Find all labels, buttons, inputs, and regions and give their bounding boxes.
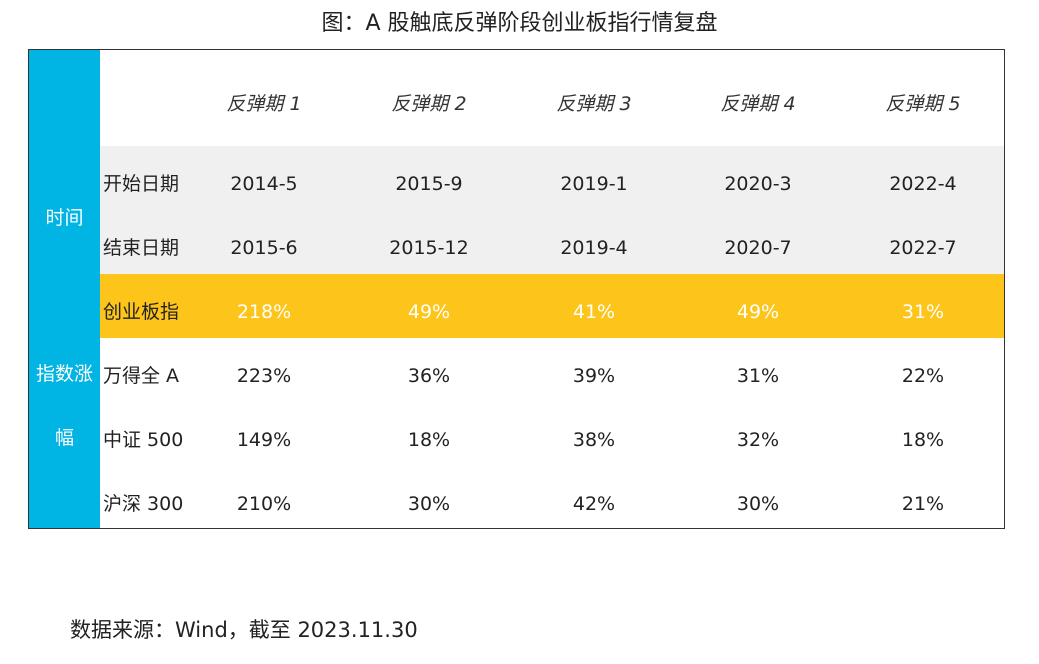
table-row-csi-300: 沪深 300 210% 30% 42% 30% 21%	[100, 472, 1004, 528]
highlight-band	[100, 274, 1004, 338]
table-cell: 38%	[572, 429, 616, 451]
table-cell: 210%	[236, 493, 292, 515]
header-row: 反弹期 1 反弹期 2 反弹期 3 反弹期 4 反弹期 5	[100, 72, 1004, 136]
side-label-time: 时间	[45, 207, 84, 229]
table-cell: 2019-4	[560, 237, 628, 259]
table-cell: 18%	[407, 429, 451, 451]
table-row-start-date: 开始日期 2014-5 2015-9 2019-1 2020-3 2022-4	[100, 152, 1004, 216]
table-cell: 218%	[236, 301, 292, 323]
table-cell: 2014-5	[230, 173, 298, 195]
rebound-table: 时间 指数涨幅 反弹期 1 反弹期 2 反弹期 3 反弹期 4 反弹期 5 开始…	[28, 49, 1005, 529]
table-cell: 49%	[736, 301, 780, 323]
column-header: 反弹期 1	[226, 93, 302, 115]
table-row-wind-all-a: 万得全 A 223% 36% 39% 31% 22%	[100, 344, 1004, 408]
table-row-chinext: 创业板指 218% 49% 41% 49% 31%	[100, 280, 1004, 344]
column-header: 反弹期 3	[556, 93, 632, 115]
table-cell: 2022-7	[889, 237, 957, 259]
table-cell: 41%	[572, 301, 616, 323]
table-cell: 30%	[736, 493, 780, 515]
column-header: 反弹期 2	[391, 93, 467, 115]
table-cell: 39%	[572, 365, 616, 387]
row-label: 开始日期	[103, 173, 180, 195]
row-label: 沪深 300	[103, 493, 184, 515]
table-cell: 2019-1	[560, 173, 628, 195]
column-header: 反弹期 4	[720, 93, 796, 115]
side-label-index-change: 指数涨幅	[35, 363, 93, 449]
table-cell: 149%	[236, 429, 292, 451]
table-cell: 31%	[736, 365, 780, 387]
table-row-csi-500: 中证 500 149% 18% 38% 32% 18%	[100, 408, 1004, 472]
table-cell: 2022-4	[889, 173, 957, 195]
table-cell: 42%	[572, 493, 616, 515]
table-cell: 36%	[407, 365, 451, 387]
table-cell: 2015-12	[389, 237, 469, 259]
table-cell: 21%	[901, 493, 945, 515]
source-note: 数据来源：Wind，截至 2023.11.30	[70, 618, 418, 642]
row-label: 结束日期	[103, 237, 180, 259]
table-cell: 32%	[736, 429, 780, 451]
table-row-end-date: 结束日期 2015-6 2015-12 2019-4 2020-7 2022-7	[100, 216, 1004, 280]
table-cell: 22%	[901, 365, 945, 387]
row-label: 万得全 A	[103, 365, 180, 387]
side-category-column: 时间 指数涨幅	[29, 50, 100, 528]
date-band	[100, 146, 1004, 274]
table-cell: 18%	[901, 429, 945, 451]
table-cell: 31%	[901, 301, 945, 323]
row-label: 中证 500	[103, 429, 184, 451]
table-cell: 30%	[407, 493, 451, 515]
table-cell: 49%	[407, 301, 451, 323]
table-cell: 2020-3	[724, 173, 792, 195]
table-cell: 2020-7	[724, 237, 792, 259]
table-cell: 223%	[236, 365, 292, 387]
page-title: 图：A 股触底反弹阶段创业板指行情复盘	[321, 11, 718, 36]
table-cell: 2015-9	[395, 173, 463, 195]
table-cell: 2015-6	[230, 237, 298, 259]
column-header: 反弹期 5	[885, 93, 961, 115]
row-label: 创业板指	[103, 301, 180, 323]
